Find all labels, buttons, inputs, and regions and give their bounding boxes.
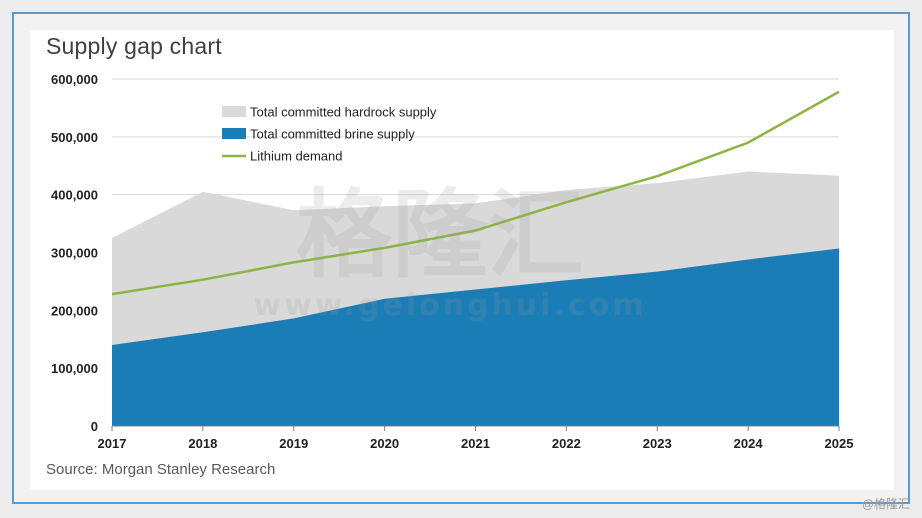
source-note: Source: Morgan Stanley Research [46, 461, 276, 478]
x-tick-label: 2019 [279, 436, 308, 451]
legend-label: Total committed brine supply [250, 127, 415, 142]
y-tick-label: 600,000 [51, 72, 98, 87]
y-tick-label: 300,000 [51, 246, 98, 261]
line-series [111, 90, 840, 296]
y-tick-label: 400,000 [51, 188, 98, 203]
x-tick-label: 2017 [98, 436, 127, 451]
legend: Total committed hardrock supply Total com… [222, 105, 437, 164]
watermark-text: 格隆汇 [296, 179, 584, 291]
legend-swatch [222, 106, 246, 117]
legend-swatch [222, 128, 246, 139]
chart-title: Supply gap chart [46, 33, 222, 59]
x-tick-label: 2021 [461, 436, 490, 451]
area-series [112, 171, 839, 426]
y-tick-label: 0 [91, 419, 98, 434]
y-tick-label: 200,000 [51, 303, 98, 318]
area-total-committed-brine-supply [112, 248, 839, 426]
x-tick-label: 2020 [370, 436, 399, 451]
x-tick-labels: 2017 2018 2019 2020 2021 2022 2023 2024 2025 [98, 436, 854, 451]
x-tick-label: 2025 [825, 436, 854, 451]
x-tick-label: 2018 [188, 436, 217, 451]
y-tick-label: 500,000 [51, 130, 98, 145]
y-tick-label: 100,000 [51, 361, 98, 376]
x-tick-label: 2024 [734, 436, 764, 451]
legend-label: Total committed hardrock supply [250, 105, 437, 120]
legend-label: Lithium demand [250, 149, 343, 164]
y-tick-labels: 0 100,000 200,000 300,000 400,000 500,000 600,… [51, 72, 98, 434]
corner-watermark: @格隆汇 [861, 497, 910, 511]
axes [111, 425, 840, 431]
x-tick-label: 2023 [643, 436, 672, 451]
line-lithium-demand [111, 90, 840, 296]
x-tick-label: 2022 [552, 436, 581, 451]
watermark-url: www.gelonghui.com [253, 288, 646, 323]
